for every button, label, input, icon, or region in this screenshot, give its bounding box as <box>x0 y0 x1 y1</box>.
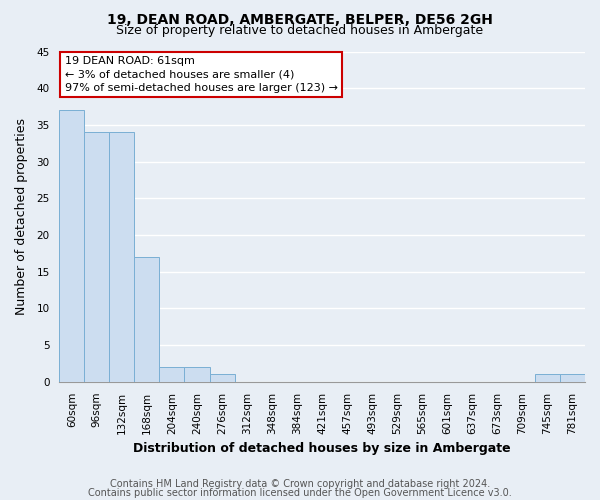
Bar <box>535 374 560 382</box>
Bar <box>209 374 235 382</box>
Bar <box>134 257 160 382</box>
Text: Contains HM Land Registry data © Crown copyright and database right 2024.: Contains HM Land Registry data © Crown c… <box>110 479 490 489</box>
Text: 19 DEAN ROAD: 61sqm
← 3% of detached houses are smaller (4)
97% of semi-detached: 19 DEAN ROAD: 61sqm ← 3% of detached hou… <box>65 56 338 93</box>
Bar <box>560 374 585 382</box>
Text: Size of property relative to detached houses in Ambergate: Size of property relative to detached ho… <box>116 24 484 37</box>
Text: 19, DEAN ROAD, AMBERGATE, BELPER, DE56 2GH: 19, DEAN ROAD, AMBERGATE, BELPER, DE56 2… <box>107 12 493 26</box>
Bar <box>184 367 209 382</box>
Bar <box>59 110 85 382</box>
X-axis label: Distribution of detached houses by size in Ambergate: Distribution of detached houses by size … <box>133 442 511 455</box>
Bar <box>160 367 184 382</box>
Text: Contains public sector information licensed under the Open Government Licence v3: Contains public sector information licen… <box>88 488 512 498</box>
Y-axis label: Number of detached properties: Number of detached properties <box>15 118 28 315</box>
Bar <box>85 132 109 382</box>
Bar <box>109 132 134 382</box>
